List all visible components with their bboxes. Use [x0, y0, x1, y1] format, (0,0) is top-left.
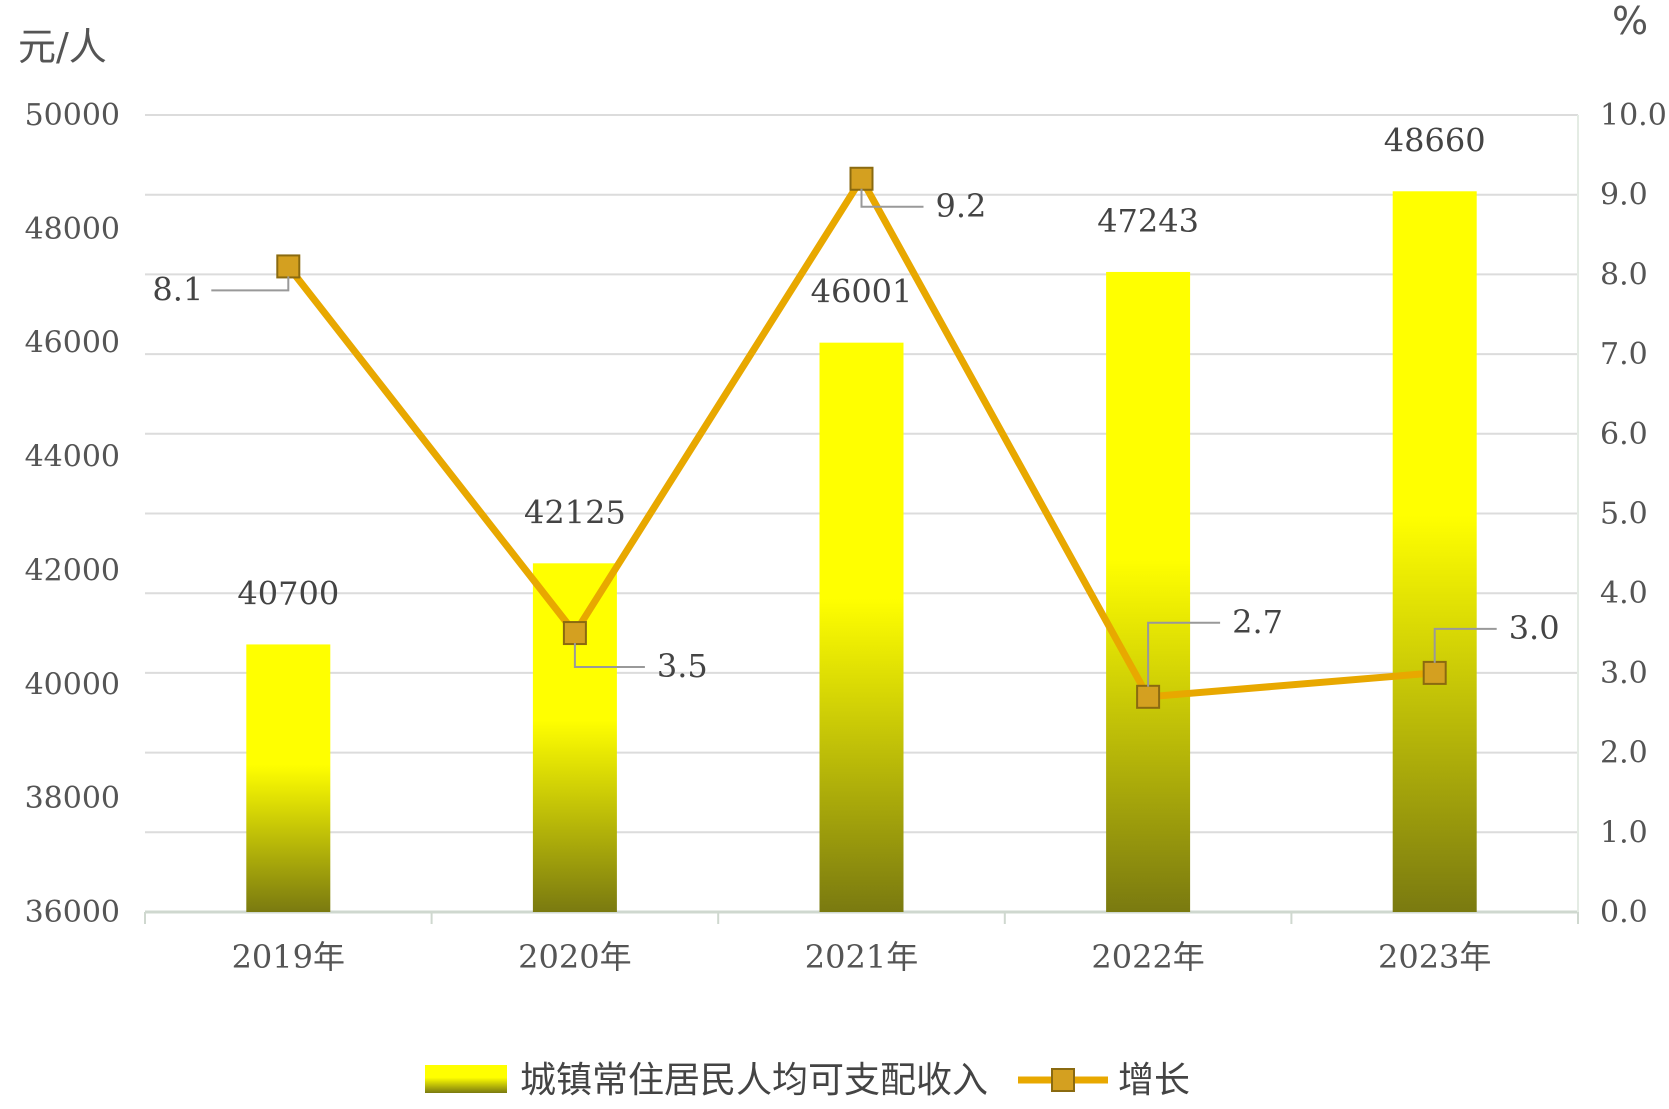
x-tick-label: 2020年: [518, 938, 631, 976]
left-tick-label: 48000: [25, 212, 120, 247]
right-tick-label: 9.0: [1600, 178, 1648, 213]
bar-series: [246, 191, 1477, 913]
line-value-label: 3.5: [657, 647, 708, 685]
leader-line: [1147, 621, 1221, 687]
leader-line: [211, 276, 290, 292]
left-tick-label: 40000: [25, 667, 120, 702]
line-data-labels: 8.1 3.5 9.2 2.7 3.0: [152, 187, 1560, 687]
left-tick-label: 38000: [25, 781, 120, 816]
right-tick-label: 8.0: [1600, 257, 1648, 292]
right-tick-label: 3.0: [1600, 656, 1648, 691]
right-axis-ticks: 0.0 1.0 2.0 3.0 4.0 5.0 6.0 7.0 8.0 9.0 10.0: [1600, 98, 1667, 930]
bar: [246, 644, 331, 912]
x-tick-label: 2022年: [1091, 938, 1204, 976]
left-tick-label: 42000: [25, 553, 120, 588]
line-marker: [276, 254, 301, 279]
left-tick-label: 50000: [25, 98, 120, 133]
bar: [1392, 191, 1477, 912]
leader-line: [573, 643, 645, 669]
bar-value-label: 47243: [1097, 202, 1199, 240]
leader-line: [860, 188, 924, 208]
right-tick-label: 4.0: [1600, 576, 1648, 611]
left-tick-label: 36000: [25, 895, 120, 930]
right-tick-label: 5.0: [1600, 497, 1648, 532]
bar: [532, 563, 617, 912]
bar-value-label: 42125: [524, 493, 626, 531]
line-marker: [849, 166, 874, 191]
left-axis-unit: 元/人: [18, 25, 107, 69]
left-tick-label: 44000: [25, 440, 120, 475]
bar: [819, 342, 904, 912]
right-axis-unit: %: [1612, 0, 1648, 43]
line-value-label: 9.2: [936, 187, 987, 225]
right-tick-label: 1.0: [1600, 815, 1648, 850]
x-tick-label: 2021年: [805, 938, 918, 976]
bar-value-label: 48660: [1384, 121, 1486, 159]
legend: 城镇常住居民人均可支配收入 增长: [425, 1060, 1190, 1101]
legend-bar-swatch: [425, 1065, 507, 1093]
line-series: [276, 166, 1447, 709]
line-marker: [1422, 660, 1447, 685]
leader-line: [1433, 627, 1497, 663]
left-axis-ticks: 36000 38000 40000 42000 44000 46000 48000 50000: [25, 98, 120, 930]
right-tick-label: 2.0: [1600, 736, 1648, 771]
x-tick-label: 2019年: [232, 938, 345, 976]
right-tick-label: 10.0: [1600, 98, 1667, 133]
line-value-label: 8.1: [152, 270, 203, 308]
right-tick-label: 0.0: [1600, 895, 1648, 930]
x-tick-label: 2023年: [1378, 938, 1491, 976]
right-tick-label: 6.0: [1600, 417, 1648, 452]
x-axis: 2019年 2020年 2021年 2022年 2023年: [144, 912, 1579, 976]
legend-line-marker: [1051, 1068, 1075, 1092]
left-tick-label: 46000: [25, 326, 120, 361]
right-tick-label: 7.0: [1600, 337, 1648, 372]
bar-value-label: 46001: [811, 273, 913, 311]
bar: [1106, 271, 1191, 913]
bar-value-label: 40700: [237, 574, 339, 612]
line-value-label: 2.7: [1232, 603, 1283, 641]
legend-line-label: 增长: [1118, 1060, 1190, 1101]
legend-bar-label: 城镇常住居民人均可支配收入: [520, 1060, 988, 1101]
bar-data-labels: 40700 42125 46001 47243 48660: [237, 121, 1485, 612]
line-marker: [1136, 684, 1161, 709]
line-value-label: 3.0: [1509, 609, 1560, 647]
line-marker: [562, 621, 587, 646]
